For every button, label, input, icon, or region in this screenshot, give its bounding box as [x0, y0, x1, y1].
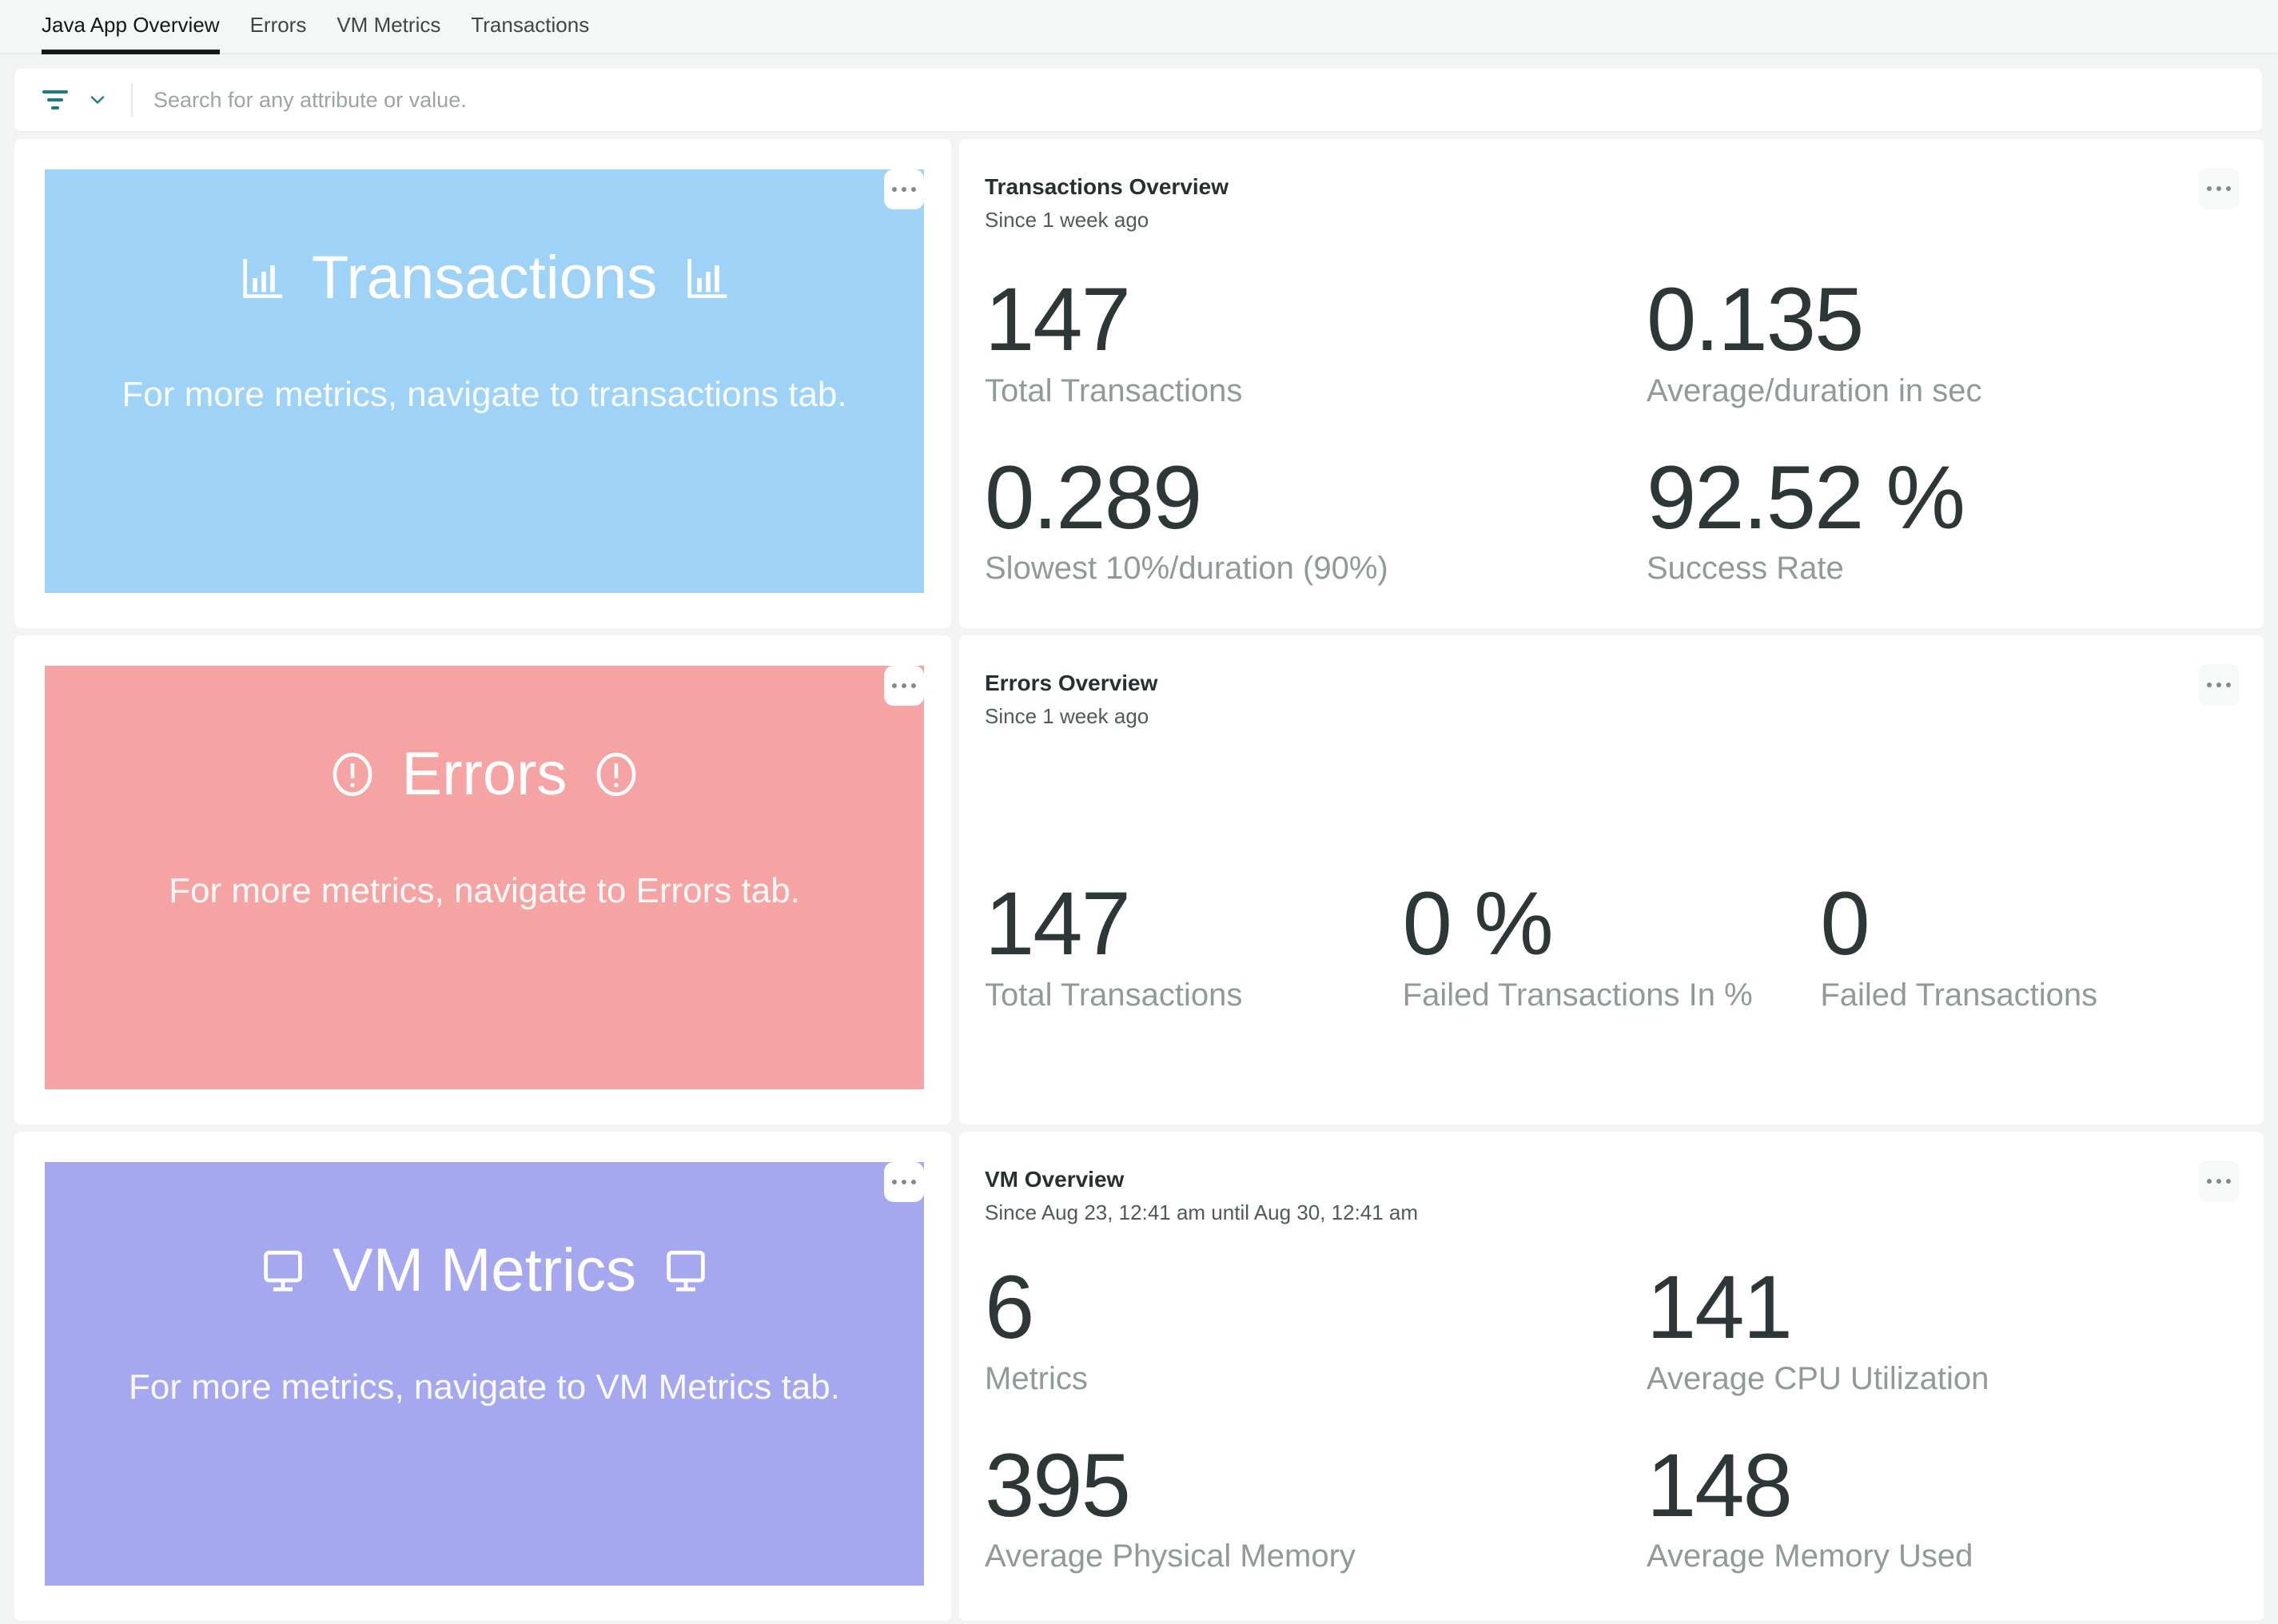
stat-label: Total Transactions: [985, 977, 1243, 1013]
errors-banner: Errors For more metrics, navigate to Err…: [45, 666, 924, 1089]
alert-circle-icon: [333, 752, 372, 796]
tab-transactions[interactable]: Transactions: [471, 12, 590, 37]
stat-value: 92.52 %: [1647, 447, 1965, 547]
stat-value: 0 %: [1402, 874, 1554, 973]
stat-label: Slowest 10%/duration (90%): [985, 551, 1388, 587]
stat-value: 148: [1647, 1435, 1793, 1535]
banner-title-text: Errors: [401, 740, 568, 808]
bar-chart-icon: [687, 258, 727, 298]
banner-subtitle: For more metrics, navigate to transactio…: [121, 375, 847, 415]
banner-title: VM Metrics: [257, 1236, 711, 1305]
stat-value: 0: [1820, 874, 1870, 973]
widget-menu-button[interactable]: [884, 666, 924, 706]
widget-menu-button[interactable]: [884, 169, 924, 209]
divider: [131, 83, 133, 117]
stats-grid: 147 Total Transactions 0 % Failed Transa…: [985, 877, 2238, 1013]
ellipsis-menu-icon: [2207, 683, 2231, 687]
banner-title: Transactions: [237, 243, 732, 312]
tab-bar: Java App Overview Errors VM Metrics Tran…: [0, 0, 2278, 54]
stat-value: 0.135: [1647, 269, 1864, 369]
dashboard-grid: Transactions For more metrics, navigate …: [14, 139, 2264, 1621]
stat-label: Average Physical Memory: [985, 1538, 1356, 1574]
ellipsis-menu-icon: [2207, 1179, 2231, 1184]
stat-label: Success Rate: [1647, 551, 1844, 587]
errors-banner-card: Errors For more metrics, navigate to Err…: [14, 635, 951, 1124]
panel-time-range: Since Aug 23, 12:41 am until Aug 30, 12:…: [985, 1200, 1419, 1224]
tab-errors[interactable]: Errors: [249, 12, 307, 37]
stat-value: 6: [985, 1257, 1034, 1357]
panel-title: Transactions Overview: [985, 174, 1229, 199]
vm-metrics-banner-card: VM Metrics For more metrics, navigate to…: [14, 1132, 951, 1621]
widget-menu-button[interactable]: [2198, 664, 2240, 706]
chevron-down-icon[interactable]: [86, 89, 109, 111]
panel-title: VM Overview: [985, 1167, 1125, 1192]
banner-title-text: Transactions: [311, 244, 658, 312]
stat-label: Average/duration in sec: [1647, 372, 1982, 408]
stat-success-rate: 92.52 % Success Rate: [1647, 447, 2238, 587]
transactions-banner: Transactions For more metrics, navigate …: [45, 169, 924, 593]
ellipsis-menu-icon: [892, 187, 916, 192]
alert-circle-icon: [597, 752, 636, 796]
stat-label: Average CPU Utilization: [1647, 1360, 1989, 1396]
vm-overview-panel: VM Overview Since Aug 23, 12:41 am until…: [959, 1132, 2264, 1621]
stat-value: 147: [985, 874, 1131, 973]
panel-title: Errors Overview: [985, 671, 1158, 695]
banner-title-text: VM Metrics: [333, 1236, 636, 1304]
stat-value: 0.289: [985, 447, 1202, 547]
errors-overview-panel: Errors Overview Since 1 week ago 147 Tot…: [959, 635, 2264, 1124]
widget-menu-button[interactable]: [2198, 168, 2240, 209]
ellipsis-menu-icon: [2207, 186, 2231, 191]
stats-grid: 6 Metrics 141 Average CPU Utilization 39…: [985, 1260, 2238, 1574]
stat-value: 147: [985, 269, 1131, 369]
transactions-banner-card: Transactions For more metrics, navigate …: [14, 139, 951, 628]
stat-metrics: 6 Metrics: [985, 1260, 1647, 1397]
banner-title: Errors: [327, 739, 643, 809]
widget-menu-button[interactable]: [2198, 1160, 2240, 1202]
stat-label: Failed Transactions In %: [1402, 977, 1753, 1013]
banner-subtitle: For more metrics, navigate to VM Metrics…: [128, 1367, 841, 1407]
stat-slowest-duration: 0.289 Slowest 10%/duration (90%): [985, 447, 1647, 587]
panel-time-range: Since 1 week ago: [985, 704, 1149, 728]
panel-time-range: Since 1 week ago: [985, 208, 1149, 232]
stat-average-memory-used: 148 Average Memory Used: [1647, 1435, 2238, 1575]
bar-chart-icon: [243, 258, 283, 298]
monitor-icon: [264, 1250, 302, 1292]
widget-menu-button[interactable]: [884, 1162, 924, 1202]
tab-java-app-overview[interactable]: Java App Overview: [42, 0, 220, 54]
stat-average-duration: 0.135 Average/duration in sec: [1647, 273, 2238, 409]
tab-vm-metrics[interactable]: VM Metrics: [337, 12, 441, 37]
stat-failed-transactions: 0 Failed Transactions: [1820, 877, 2238, 1013]
stat-failed-transactions-percent: 0 % Failed Transactions In %: [1403, 877, 1821, 1013]
stat-value: 395: [985, 1435, 1131, 1535]
vm-metrics-banner: VM Metrics For more metrics, navigate to…: [45, 1162, 924, 1586]
search-input[interactable]: [152, 86, 2243, 113]
stats-grid: 147 Total Transactions 0.135 Average/dur…: [985, 273, 2238, 587]
stat-label: Failed Transactions: [1820, 977, 2098, 1013]
transactions-overview-panel: Transactions Overview Since 1 week ago 1…: [959, 139, 2264, 628]
stat-label: Metrics: [985, 1360, 1088, 1396]
filter-icon[interactable]: [42, 90, 69, 109]
stat-total-transactions: 147 Total Transactions: [985, 877, 1403, 1013]
monitor-icon: [667, 1250, 705, 1292]
ellipsis-menu-icon: [892, 1180, 916, 1184]
ellipsis-menu-icon: [892, 683, 916, 688]
stat-total-transactions: 147 Total Transactions: [985, 273, 1647, 409]
stat-value: 141: [1647, 1257, 1793, 1357]
stat-label: Total Transactions: [985, 372, 1243, 408]
stat-average-physical-memory: 395 Average Physical Memory: [985, 1435, 1647, 1575]
stat-average-cpu: 141 Average CPU Utilization: [1647, 1260, 2238, 1397]
search-bar: [14, 69, 2262, 131]
stat-label: Average Memory Used: [1647, 1538, 1973, 1574]
banner-subtitle: For more metrics, navigate to Errors tab…: [169, 871, 800, 911]
